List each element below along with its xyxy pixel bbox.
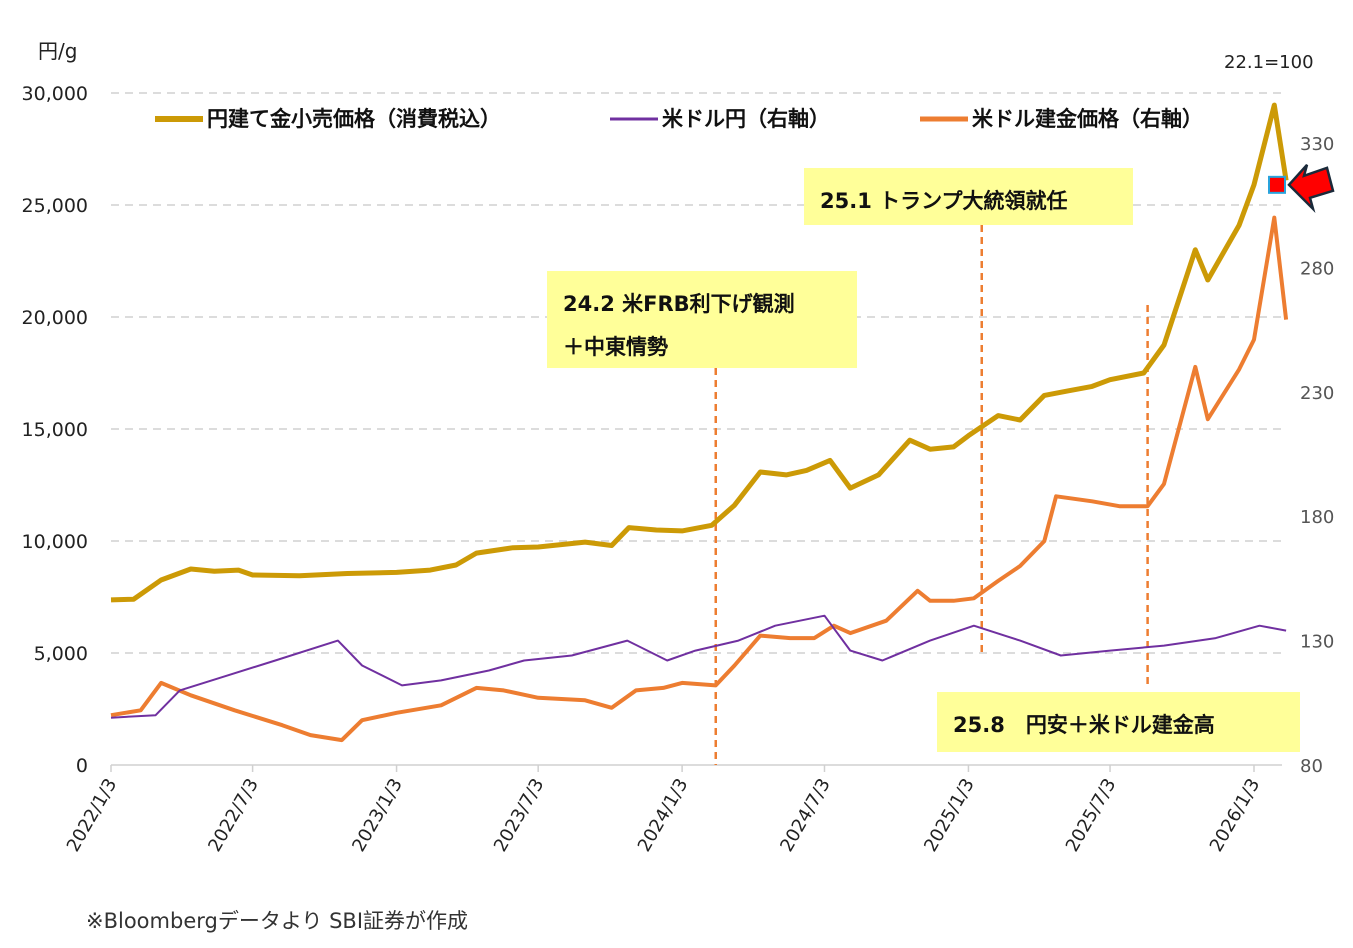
left-tick-label: 20,000 (22, 307, 88, 329)
latest-marker (1268, 164, 1335, 214)
series-lines (110, 102, 1289, 743)
right-tick-label: 280 (1300, 258, 1334, 279)
legend-label: 米ドル円（右軸） (662, 107, 830, 131)
arrow-left-icon (1287, 164, 1335, 214)
left-tick-label: 10,000 (22, 531, 88, 553)
left-tick-label: 30,000 (22, 83, 88, 105)
legend-label: 円建て金小売価格（消費税込） (207, 107, 501, 131)
left-tick-label: 15,000 (22, 419, 88, 441)
left-tick-label: 0 (76, 755, 88, 777)
right-tick-label: 130 (1300, 632, 1334, 653)
legend-label: 米ドル建金価格（右軸） (972, 107, 1203, 131)
right-tick-label: 80 (1300, 756, 1323, 777)
right-tick-label: 180 (1300, 507, 1334, 528)
x-tick-label: 2024/1/3 (634, 775, 693, 856)
x-tick-label: 2025/1/3 (920, 775, 979, 856)
right-axis-unit: 22.1=100 (1224, 52, 1314, 73)
annotation-box (804, 168, 1133, 225)
x-tick-label: 2025/7/3 (1062, 775, 1121, 856)
annotation-text: 25.1 トランプ大統領就任 (820, 189, 1068, 213)
annotation-text: 25.8 円安＋米ドル建金高 (953, 713, 1215, 737)
annotation-text: 24.2 米FRB利下げ観測 (563, 292, 795, 316)
series-line (110, 215, 1289, 743)
annotations: 24.2 米FRB利下げ観測 ＋中東情勢 25.1 トランプ大統領就任 25.8 円安… (547, 168, 1300, 765)
legend: 円建て金小売価格（消費税込） 米ドル円（右軸） 米ドル建金価格（右軸） (155, 107, 1203, 131)
x-tick-label: 2023/1/3 (348, 775, 407, 856)
series-line (110, 614, 1287, 719)
annotation-box (547, 271, 857, 368)
x-tick-label: 2023/7/3 (490, 775, 549, 856)
x-tick-label: 2024/7/3 (776, 775, 835, 856)
right-tick-label: 330 (1300, 134, 1334, 155)
annotation-text: ＋中東情勢 (563, 335, 668, 359)
x-tick-label: 2022/1/3 (63, 775, 122, 856)
footnote: ※Bloombergデータより SBI証券が作成 (86, 909, 468, 933)
left-axis-unit: 円/g (38, 39, 77, 63)
right-tick-label: 230 (1300, 383, 1334, 404)
left-tick-label: 5,000 (34, 643, 88, 665)
x-tick-label: 2022/7/3 (204, 775, 263, 856)
annotation-box (937, 692, 1300, 752)
x-tick-label: 2026/1/3 (1206, 775, 1265, 856)
left-tick-label: 25,000 (22, 195, 88, 217)
latest-value-marker (1268, 175, 1286, 194)
series-line (110, 102, 1289, 603)
